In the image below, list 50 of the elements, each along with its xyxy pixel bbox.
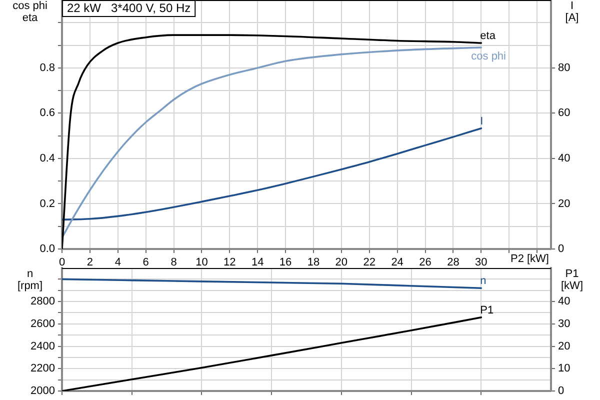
y2-axis-title: P1 [kW] xyxy=(561,268,583,292)
x-tick-label: 26 xyxy=(419,256,432,269)
x-tick-label: 12 xyxy=(224,256,236,269)
chart-title: 22 kW 3*400 V, 50 Hz xyxy=(67,0,191,15)
line-series xyxy=(62,316,482,391)
y2-tick-label: 10 xyxy=(558,362,570,375)
y-tick-label: 0.6 xyxy=(40,107,55,120)
y2-tick-label: 40 xyxy=(558,296,570,308)
y2-axis-title: I [A] xyxy=(565,0,579,24)
x-tick-label: 16 xyxy=(279,256,292,269)
x-tick-label: 18 xyxy=(307,256,320,269)
x-tick-label: 0 xyxy=(58,256,66,269)
y-tick-label: 0.0 xyxy=(40,243,55,256)
y-axis-title: n [rpm] xyxy=(17,268,43,292)
x-tick-label: 20 xyxy=(335,256,348,269)
x-tick-label: 6 xyxy=(142,256,149,269)
x-tick-label: 2 xyxy=(86,256,94,269)
y-tick-label: 2200 xyxy=(30,362,55,375)
y-tick-label: 2800 xyxy=(30,296,55,308)
y-tick-label: 0.2 xyxy=(40,198,55,210)
x-axis-title: P2 [kW] xyxy=(510,253,549,266)
y2-tick-label: 60 xyxy=(558,107,570,120)
y2-tick-label: 20 xyxy=(558,340,570,352)
y-tick-label: 2000 xyxy=(30,385,55,398)
line-series xyxy=(62,278,482,290)
series-label: n xyxy=(480,275,486,288)
x-tick-label: 10 xyxy=(196,256,208,269)
y2-tick-label: 30 xyxy=(558,318,570,330)
x-tick-label: 24 xyxy=(391,256,404,269)
y2-tick-label: 40 xyxy=(558,152,570,164)
x-tick-label: 30 xyxy=(475,256,488,269)
series-label: I xyxy=(480,115,484,128)
line-series xyxy=(62,127,482,220)
y-axis-title: cos phi eta xyxy=(12,0,48,24)
y2-tick-label: 20 xyxy=(558,198,570,210)
y-tick-label: 0.8 xyxy=(40,62,55,74)
y-tick-label: 2600 xyxy=(30,318,55,330)
y2-tick-label: 0 xyxy=(558,243,564,256)
y2-tick-label: 80 xyxy=(558,62,570,74)
y-tick-label: 2400 xyxy=(30,340,55,352)
x-tick-label: 22 xyxy=(363,256,376,269)
series-label: cos phi xyxy=(471,50,506,63)
x-tick-label: 14 xyxy=(251,256,264,269)
series-label: eta xyxy=(480,30,496,42)
series-label: P1 xyxy=(480,304,494,316)
x-tick-label: 4 xyxy=(114,256,121,269)
y-tick-label: 0.4 xyxy=(40,152,55,164)
x-tick-label: 8 xyxy=(170,256,177,269)
x-tick-label: 28 xyxy=(447,256,460,269)
y2-tick-label: 0 xyxy=(558,385,564,398)
